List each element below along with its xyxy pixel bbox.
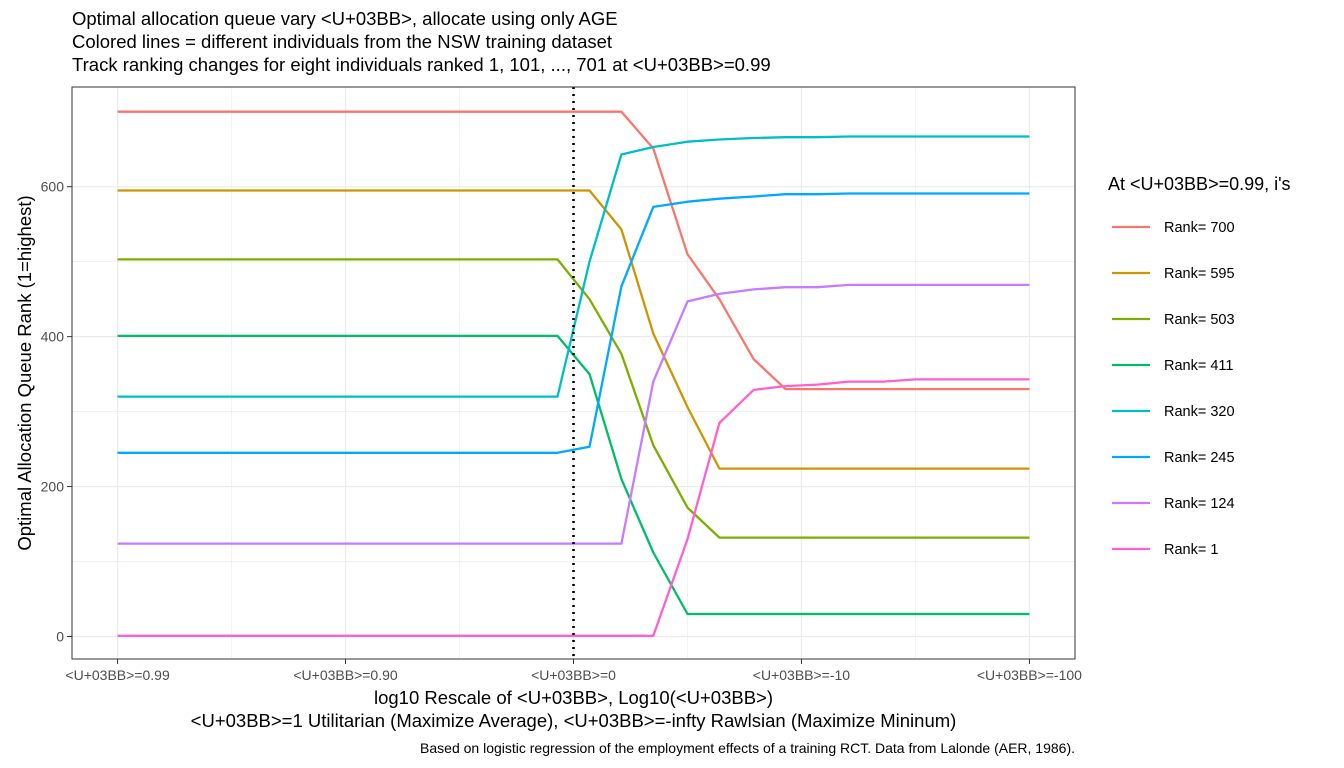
y-axis: 0 200 400 600 — [41, 179, 72, 645]
title-line-2: Colored lines = different individuals fr… — [72, 31, 612, 52]
x-axis: <U+03BB>=0.99 <U+03BB>=0.90 <U+03BB>=0 <U+0… — [65, 659, 1082, 683]
series-line-8 — [117, 378, 1030, 637]
legend-label-8: Rank= 1 — [1164, 542, 1218, 558]
legend-label-3: Rank= 503 — [1164, 312, 1235, 328]
series-line-5 — [117, 135, 1030, 398]
title-line-1: Optimal allocation queue vary <U+03BB>, … — [72, 8, 618, 29]
caption: Based on logistic regression of the empl… — [420, 740, 1075, 756]
x-tick-label: <U+03BB>=-100 — [977, 667, 1082, 683]
series-line-1 — [117, 110, 1030, 391]
series-line-2 — [117, 189, 1030, 470]
x-axis-title: log10 Rescale of <U+03BB>, Log10(<U+03BB… — [191, 687, 957, 731]
series-line-7 — [117, 283, 1030, 545]
legend-label-1: Rank= 700 — [1164, 220, 1235, 236]
title-line-3: Track ranking changes for eight individu… — [72, 54, 771, 75]
series-line-4 — [117, 334, 1030, 616]
y-tick-label: 600 — [41, 179, 65, 195]
x-axis-title-line-2: <U+03BB>=1 Utilitarian (Maximize Average… — [191, 710, 957, 731]
legend-label-5: Rank= 320 — [1164, 404, 1235, 420]
y-tick-label: 400 — [41, 329, 65, 345]
legend: At <U+03BB>=0.99, i's Rank= 700 Rank= 595 R… — [1108, 174, 1291, 558]
x-tick-label: <U+03BB>=0.99 — [65, 667, 170, 683]
y-tick-label: 200 — [41, 479, 65, 495]
legend-label-4: Rank= 411 — [1164, 358, 1233, 374]
x-tick-label: <U+03BB>=0.90 — [293, 667, 398, 683]
y-axis-title: Optimal Allocation Queue Rank (1=highest… — [14, 195, 35, 550]
series-line-6 — [117, 192, 1030, 454]
x-axis-title-line-1: log10 Rescale of <U+03BB>, Log10(<U+03BB… — [374, 687, 773, 708]
legend-label-6: Rank= 245 — [1164, 450, 1235, 466]
x-tick-label: <U+03BB>=0 — [531, 667, 616, 683]
legend-title: At <U+03BB>=0.99, i's — [1108, 174, 1291, 194]
y-tick-label: 0 — [56, 629, 64, 645]
series-lines — [117, 110, 1030, 637]
legend-label-2: Rank= 595 — [1164, 266, 1235, 282]
legend-label-7: Rank= 124 — [1164, 496, 1235, 512]
x-tick-label: <U+03BB>=-10 — [753, 667, 851, 683]
chart-title: Optimal allocation queue vary <U+03BB>, … — [72, 8, 771, 75]
